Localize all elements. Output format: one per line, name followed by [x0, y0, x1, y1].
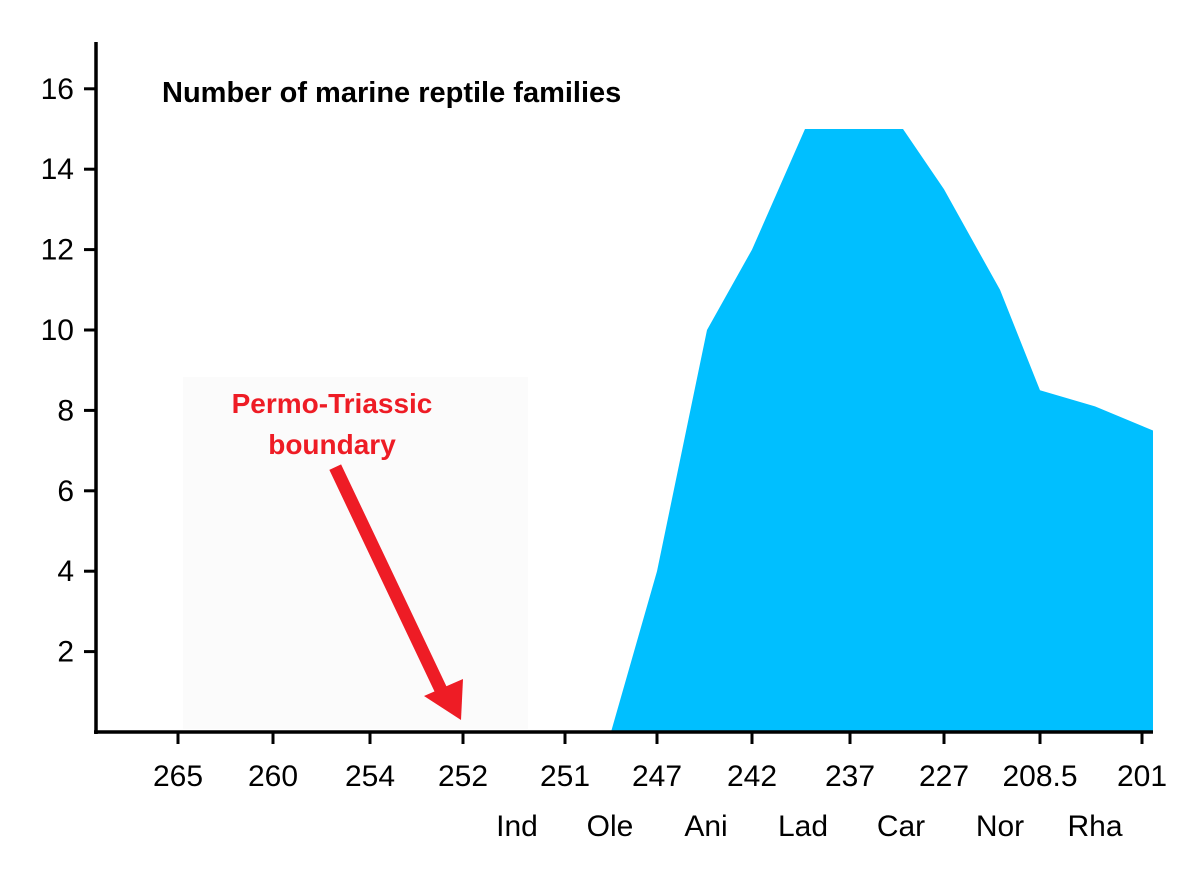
- x-ticks: 265 260 254 252 251 247 242 237 227 208.5 201: [153, 732, 1167, 793]
- y-tick-label: 14: [41, 153, 74, 186]
- x-tick-label: 247: [632, 760, 682, 793]
- x-tick-label: 237: [825, 760, 875, 793]
- stage-label: Ani: [684, 810, 727, 843]
- annotation: Permo-Triassic boundary: [183, 377, 528, 729]
- annotation-arrow-head: [424, 679, 463, 720]
- x-tick-label: 201: [1117, 760, 1167, 793]
- axes-layer: [94, 42, 1153, 734]
- annotation-text-line-2: boundary: [268, 429, 396, 460]
- x-tick-label: 254: [345, 760, 395, 793]
- x-tick-label: 227: [919, 760, 969, 793]
- x-tick-label: 242: [727, 760, 777, 793]
- annotation-background: [183, 377, 528, 729]
- y-tick-label: 8: [57, 394, 74, 427]
- annotation-arrow-shaft: [329, 464, 450, 699]
- y-tick-label: 2: [57, 636, 74, 669]
- stage-label: Car: [877, 810, 925, 843]
- stage-label: Lad: [778, 810, 828, 843]
- x-tick-label: 260: [248, 760, 298, 793]
- stage-labels: Ind Ole Ani Lad Car Nor Rha: [496, 810, 1123, 843]
- area-layer: [611, 129, 1153, 732]
- y-tick-label: 16: [41, 73, 74, 106]
- y-ticks: 2 4 6 8 10 12 14 16: [41, 73, 96, 669]
- x-tick-label: 252: [438, 760, 488, 793]
- stage-label: Ole: [587, 810, 634, 843]
- y-tick-label: 10: [41, 314, 74, 347]
- annotation-text-line-1: Permo-Triassic: [232, 388, 433, 419]
- x-tick-label: 265: [153, 760, 203, 793]
- area-series: [611, 129, 1153, 732]
- stage-label: Rha: [1067, 810, 1122, 843]
- stage-label: Ind: [496, 810, 538, 843]
- stage-label: Nor: [976, 810, 1024, 843]
- y-tick-label: 6: [57, 475, 74, 508]
- x-tick-label: 251: [540, 760, 590, 793]
- chart-title: Number of marine reptile families: [162, 77, 621, 109]
- y-tick-label: 4: [57, 555, 74, 588]
- x-tick-label: 208.5: [1002, 760, 1077, 793]
- y-tick-label: 12: [41, 234, 74, 267]
